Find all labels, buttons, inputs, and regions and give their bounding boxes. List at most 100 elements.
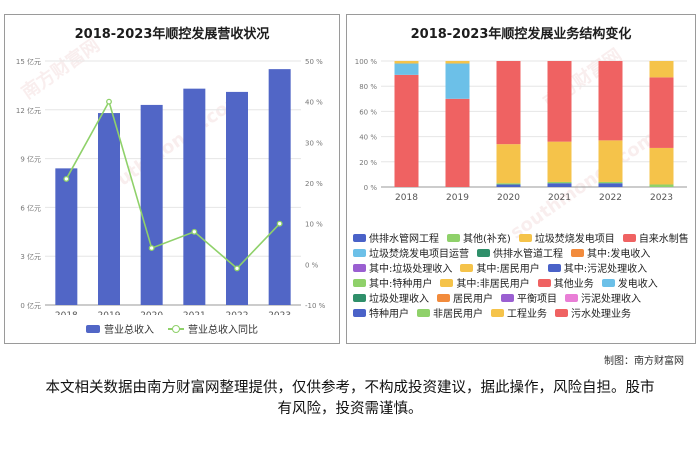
legend-item[interactable]: 其他(补充) <box>447 231 511 245</box>
stacked-segment <box>496 61 521 145</box>
stacked-segment <box>598 140 623 182</box>
legend-item-yoy[interactable]: 营业总收入同比 <box>168 321 258 336</box>
chart-credit: 制图：南方财富网 <box>604 356 684 367</box>
legend-swatch <box>437 293 450 302</box>
y-tick-label: 60 % <box>359 108 377 116</box>
legend-item[interactable]: 污水处理业务 <box>555 306 631 320</box>
revenue-bar <box>98 113 120 305</box>
stacked-segment <box>547 61 572 142</box>
legend-label: 其中:特种用户 <box>369 279 433 290</box>
yoy-point <box>234 265 240 272</box>
y-right-tick-label: 0 % <box>305 261 319 269</box>
disclaimer-text: 本文相关数据由南方财富网整理提供，仅供参考，不构成投资建议，据此操作，风险自担。… <box>45 380 655 417</box>
legend-label: 工程业务 <box>507 309 547 320</box>
legend-swatch <box>440 278 454 287</box>
revenue-bar <box>268 69 291 305</box>
revenue-bar <box>183 88 206 305</box>
structure-chart-title: 2018-2023年顺控发展业务结构变化 <box>410 27 632 42</box>
y-left-tick-label: 0 亿元 <box>20 301 41 310</box>
legend-swatch <box>565 293 578 302</box>
yoy-point <box>106 98 112 105</box>
legend-label: 供排水管网工程 <box>369 234 439 245</box>
legend-item[interactable]: 供排水管道工程 <box>477 246 563 260</box>
legend-item[interactable]: 垃圾处理收入 <box>353 291 429 305</box>
y-right-tick-label: -10 % <box>305 302 326 310</box>
legend-item[interactable]: 平衡项目 <box>501 291 557 305</box>
revenue-chart-legend: 营业总收入 营业总收入同比 <box>5 321 339 336</box>
legend-label: 污水处理业务 <box>571 309 631 320</box>
legend-label: 平衡项目 <box>517 294 557 305</box>
x-tick-label: 2021 <box>183 311 206 315</box>
legend-item[interactable]: 垃圾焚烧发电项目运营 <box>353 246 469 260</box>
legend-label: 其中:居民用户 <box>476 264 540 275</box>
y-right-tick-label: 10 % <box>305 221 323 229</box>
stacked-segment <box>445 98 470 187</box>
stacked-segment <box>547 181 572 184</box>
stacked-segment <box>598 181 623 184</box>
legend-label-yoy: 营业总收入同比 <box>188 325 258 336</box>
legend-label-revenue: 营业总收入 <box>104 325 154 336</box>
legend-label: 其他(补充) <box>463 234 511 245</box>
legend-swatch <box>491 308 504 317</box>
y-left-tick-label: 9 亿元 <box>20 155 41 164</box>
legend-label: 自来水制售 <box>638 234 689 245</box>
stacked-segment <box>394 63 419 75</box>
x-tick-label: 2021 <box>548 193 571 203</box>
legend-item[interactable]: 供排水管网工程 <box>353 231 439 245</box>
stacked-segment <box>547 183 572 187</box>
revenue-chart-title: 2018-2023年顺控发展营收状况 <box>74 27 270 42</box>
legend-item[interactable]: 特种用户 <box>353 306 409 320</box>
y-tick-label: 40 % <box>359 134 377 142</box>
stacked-segment <box>547 141 572 182</box>
legend-item[interactable]: 其中:居民用户 <box>460 261 540 275</box>
legend-swatch <box>571 248 584 257</box>
legend-label: 其中:发电收入 <box>587 249 651 260</box>
revenue-bar <box>55 168 78 305</box>
legend-label: 其中:污泥处理收入 <box>563 264 648 275</box>
legend-swatch <box>547 263 561 272</box>
legend-label: 特种用户 <box>369 309 409 320</box>
revenue-bar <box>226 91 248 305</box>
legend-item[interactable]: 其中:污泥处理收入 <box>547 261 648 275</box>
legend-item[interactable]: 其中:垃圾处理收入 <box>353 261 453 275</box>
legend-item[interactable]: 其中:非居民用户 <box>440 276 530 290</box>
legend-swatch <box>555 308 568 317</box>
stacked-segment <box>394 61 419 64</box>
stacked-segment <box>598 61 623 141</box>
y-right-tick-label: 50 % <box>305 58 323 66</box>
yoy-line <box>65 99 281 270</box>
legend-item[interactable]: 污泥处理收入 <box>565 291 641 305</box>
legend-item[interactable]: 自来水制售 <box>622 231 689 245</box>
yoy-point <box>276 220 283 227</box>
legend-item[interactable]: 发电收入 <box>601 276 658 290</box>
stacked-segment <box>496 184 521 187</box>
legend-swatch <box>417 308 430 317</box>
y-left-tick-label: 6 亿元 <box>20 203 41 212</box>
legend-item[interactable]: 其中:发电收入 <box>571 246 651 260</box>
legend-label: 垃圾焚烧发电项目运营 <box>369 249 469 260</box>
legend-item[interactable]: 其中:特种用户 <box>353 276 433 290</box>
legend-swatch <box>477 248 490 257</box>
legend-label: 其他业务 <box>553 279 594 290</box>
y-right-tick-label: 20 % <box>305 180 323 188</box>
legend-item[interactable]: 其他业务 <box>537 276 594 290</box>
structure-chart: 0 % 20 % 40 % 60 % 80 % 100 % 2018 2019 2020 2021… <box>355 58 687 203</box>
legend-item-revenue[interactable]: 营业总收入 <box>86 321 154 336</box>
legend-item[interactable]: 非居民用户 <box>417 306 483 320</box>
legend-swatch <box>622 233 636 242</box>
y-right-tick-label: 40 % <box>305 99 323 107</box>
legend-item[interactable]: 工程业务 <box>491 306 547 320</box>
legend-label: 非居民用户 <box>433 309 483 320</box>
stacked-segment <box>649 77 674 148</box>
stacked-segment <box>445 61 470 64</box>
legend-label: 垃圾处理收入 <box>369 294 429 305</box>
x-tick-label: 2022 <box>226 311 249 315</box>
legend-label: 其中:垃圾处理收入 <box>369 264 453 275</box>
legend-swatch <box>537 278 551 287</box>
legend-item[interactable]: 垃圾焚烧发电项目 <box>518 231 615 245</box>
yoy-point <box>191 228 198 235</box>
y-tick-label: 80 % <box>359 83 377 91</box>
stacked-segment <box>649 147 674 185</box>
legend-item[interactable]: 居民用户 <box>437 291 493 305</box>
revenue-bar <box>140 104 163 305</box>
